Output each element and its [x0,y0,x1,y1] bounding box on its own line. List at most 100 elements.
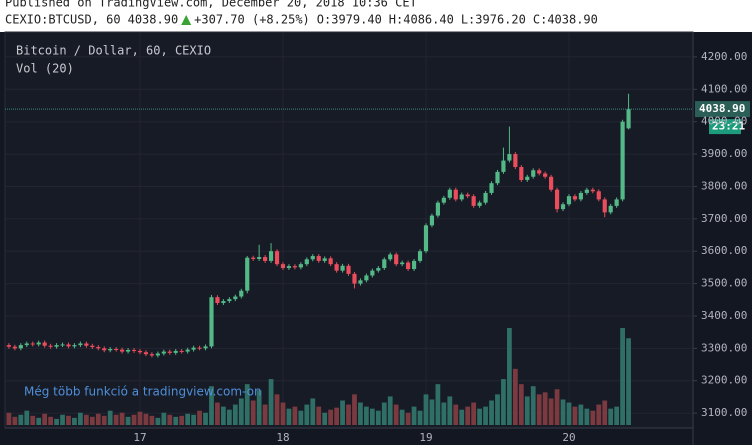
volume-bar [125,416,131,425]
volume-bar [441,402,447,425]
volume-bar [602,400,608,425]
volume-bar [364,406,369,425]
candle-body [316,256,321,261]
volume-bar [483,406,488,425]
last-price-box [695,101,750,118]
volume-bar [12,416,18,425]
candle-body [185,349,190,352]
candle-body [382,259,387,269]
volume-bar [232,404,238,425]
y-tick-label: 3600.00 [701,244,747,257]
candle-body [483,192,488,203]
volume-bar [614,406,620,425]
volume-bar [54,418,59,425]
volume-bar [48,416,53,425]
candle-body [215,297,220,304]
candle-body [12,346,17,349]
candle-body [24,343,29,346]
volume-bar [274,394,280,425]
volume-bar [369,408,375,425]
candle-body [608,205,613,213]
volume-bar [507,328,512,425]
volume-bar [161,412,167,425]
y-tick-label: 3500.00 [701,277,747,290]
volume-bar [179,415,185,425]
published-note: Published on TradingView.com, December 2… [5,0,417,10]
volume-bar [89,416,95,425]
candle-body [549,176,554,190]
candle-body [447,189,452,198]
volume-bar [101,415,107,425]
volume-bar [590,410,596,425]
candle-body [590,189,595,192]
volume-bar [512,368,518,425]
candle-body [36,342,41,345]
volume-bar [209,386,214,425]
volume-bar [298,410,304,425]
candle-body [501,160,506,172]
volume-bar [542,392,548,425]
volume-bar [411,406,417,425]
plot-area [4,31,694,429]
candle-body [489,183,494,193]
volume-bar [596,404,602,425]
candle-body [251,257,256,259]
ohlc-label: L: [461,13,475,27]
volume-bar [244,384,250,425]
volume-bar [423,394,429,425]
volume-bar [352,394,357,425]
volume-bar [334,407,339,425]
volume-bar [221,406,226,425]
candle-body [328,258,333,265]
candle-body [602,199,607,213]
volume-bar [203,412,208,425]
volume-bar [226,409,232,425]
header-bg [0,0,752,32]
ohlc-label: H: [389,13,403,27]
candle-body [227,299,232,302]
volume-bar [83,414,89,425]
candle-body [48,345,53,347]
candle-body [221,301,226,304]
candle-body [257,257,262,259]
volume-bar [292,406,298,425]
candle-body [298,264,303,268]
candle-body [310,256,315,260]
candle-body [114,348,119,350]
candle-body [596,191,601,200]
volume-bar [387,396,393,425]
candle-body [531,170,536,177]
countdown-box [709,119,741,135]
legend-title: Bitcoin / Dollar, 60, CEXIO [16,44,211,58]
ohlc-value: 4086.40 [403,13,454,27]
candle-body [572,196,578,200]
volume-bar [18,414,24,425]
ohlc-label: O: [317,13,331,27]
volume-bar [322,412,328,425]
candle-body [173,350,178,353]
candle-body [137,350,143,353]
symbol: CEXIO:BTCUSD, 60 [5,13,121,27]
watermark[interactable]: Még több funkció a tradingview.com-on [24,385,262,399]
volume-bar [149,415,155,425]
x-tick-label: 20 [562,431,575,444]
volume-bar [447,396,453,425]
volume-bar [572,406,578,425]
countdown-label: 23:21 [712,120,745,133]
x-tick-label: 17 [133,431,146,444]
candle-body [364,275,369,281]
candle-body [191,347,196,350]
candle-body [453,189,458,200]
volume-bar [215,402,220,425]
candle-body [42,342,47,346]
candle-body [125,349,131,352]
volume-bar [191,414,196,425]
volume-bar [328,409,334,425]
candle-body [120,349,125,352]
candle-body [584,189,589,193]
volume-bar [167,414,173,425]
volume-bar [143,413,149,425]
candle-body [274,251,280,265]
